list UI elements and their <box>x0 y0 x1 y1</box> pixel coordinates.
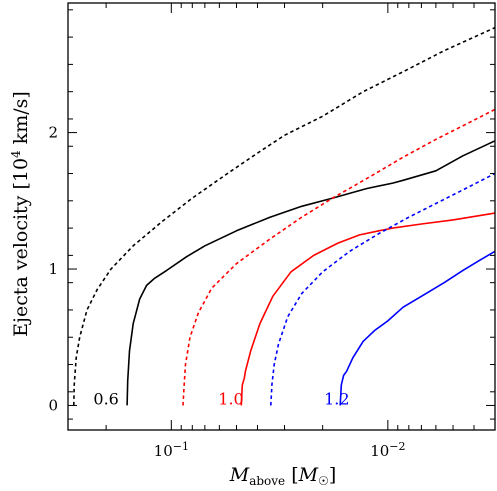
series-0-6-solid-line <box>126 140 496 406</box>
plot-frame <box>67 2 496 431</box>
curve-label-0-6: 0.6 <box>93 389 118 408</box>
curve-label-1-2: 1.2 <box>324 389 349 408</box>
x-tick-label: 10−1 <box>154 440 189 461</box>
curve-label-1-0: 1.0 <box>218 389 243 408</box>
x-axis-title: Mabove [M☉] <box>229 464 337 488</box>
series-1-2-solid-line <box>339 250 496 406</box>
y-axis-title: Ejecta velocity [104 km/s] <box>9 91 32 337</box>
x-tick-label: 10−2 <box>370 440 405 461</box>
curve-labels-layer: 0.6 1.0 1.2 <box>93 389 349 408</box>
y-tick-label: 1 <box>48 260 58 278</box>
ticks-layer: 0 1 2 10−1 10−2 <box>48 3 495 460</box>
y-tick-label: 0 <box>48 396 58 414</box>
y-tick-label: 2 <box>48 124 58 142</box>
series-1-2-dashed-line <box>270 172 496 406</box>
series-1-0-dashed-line <box>182 108 496 406</box>
series-0-6-dashed-line <box>73 26 496 406</box>
series-1-0-solid-line <box>240 212 496 406</box>
curves-layer <box>73 26 496 406</box>
